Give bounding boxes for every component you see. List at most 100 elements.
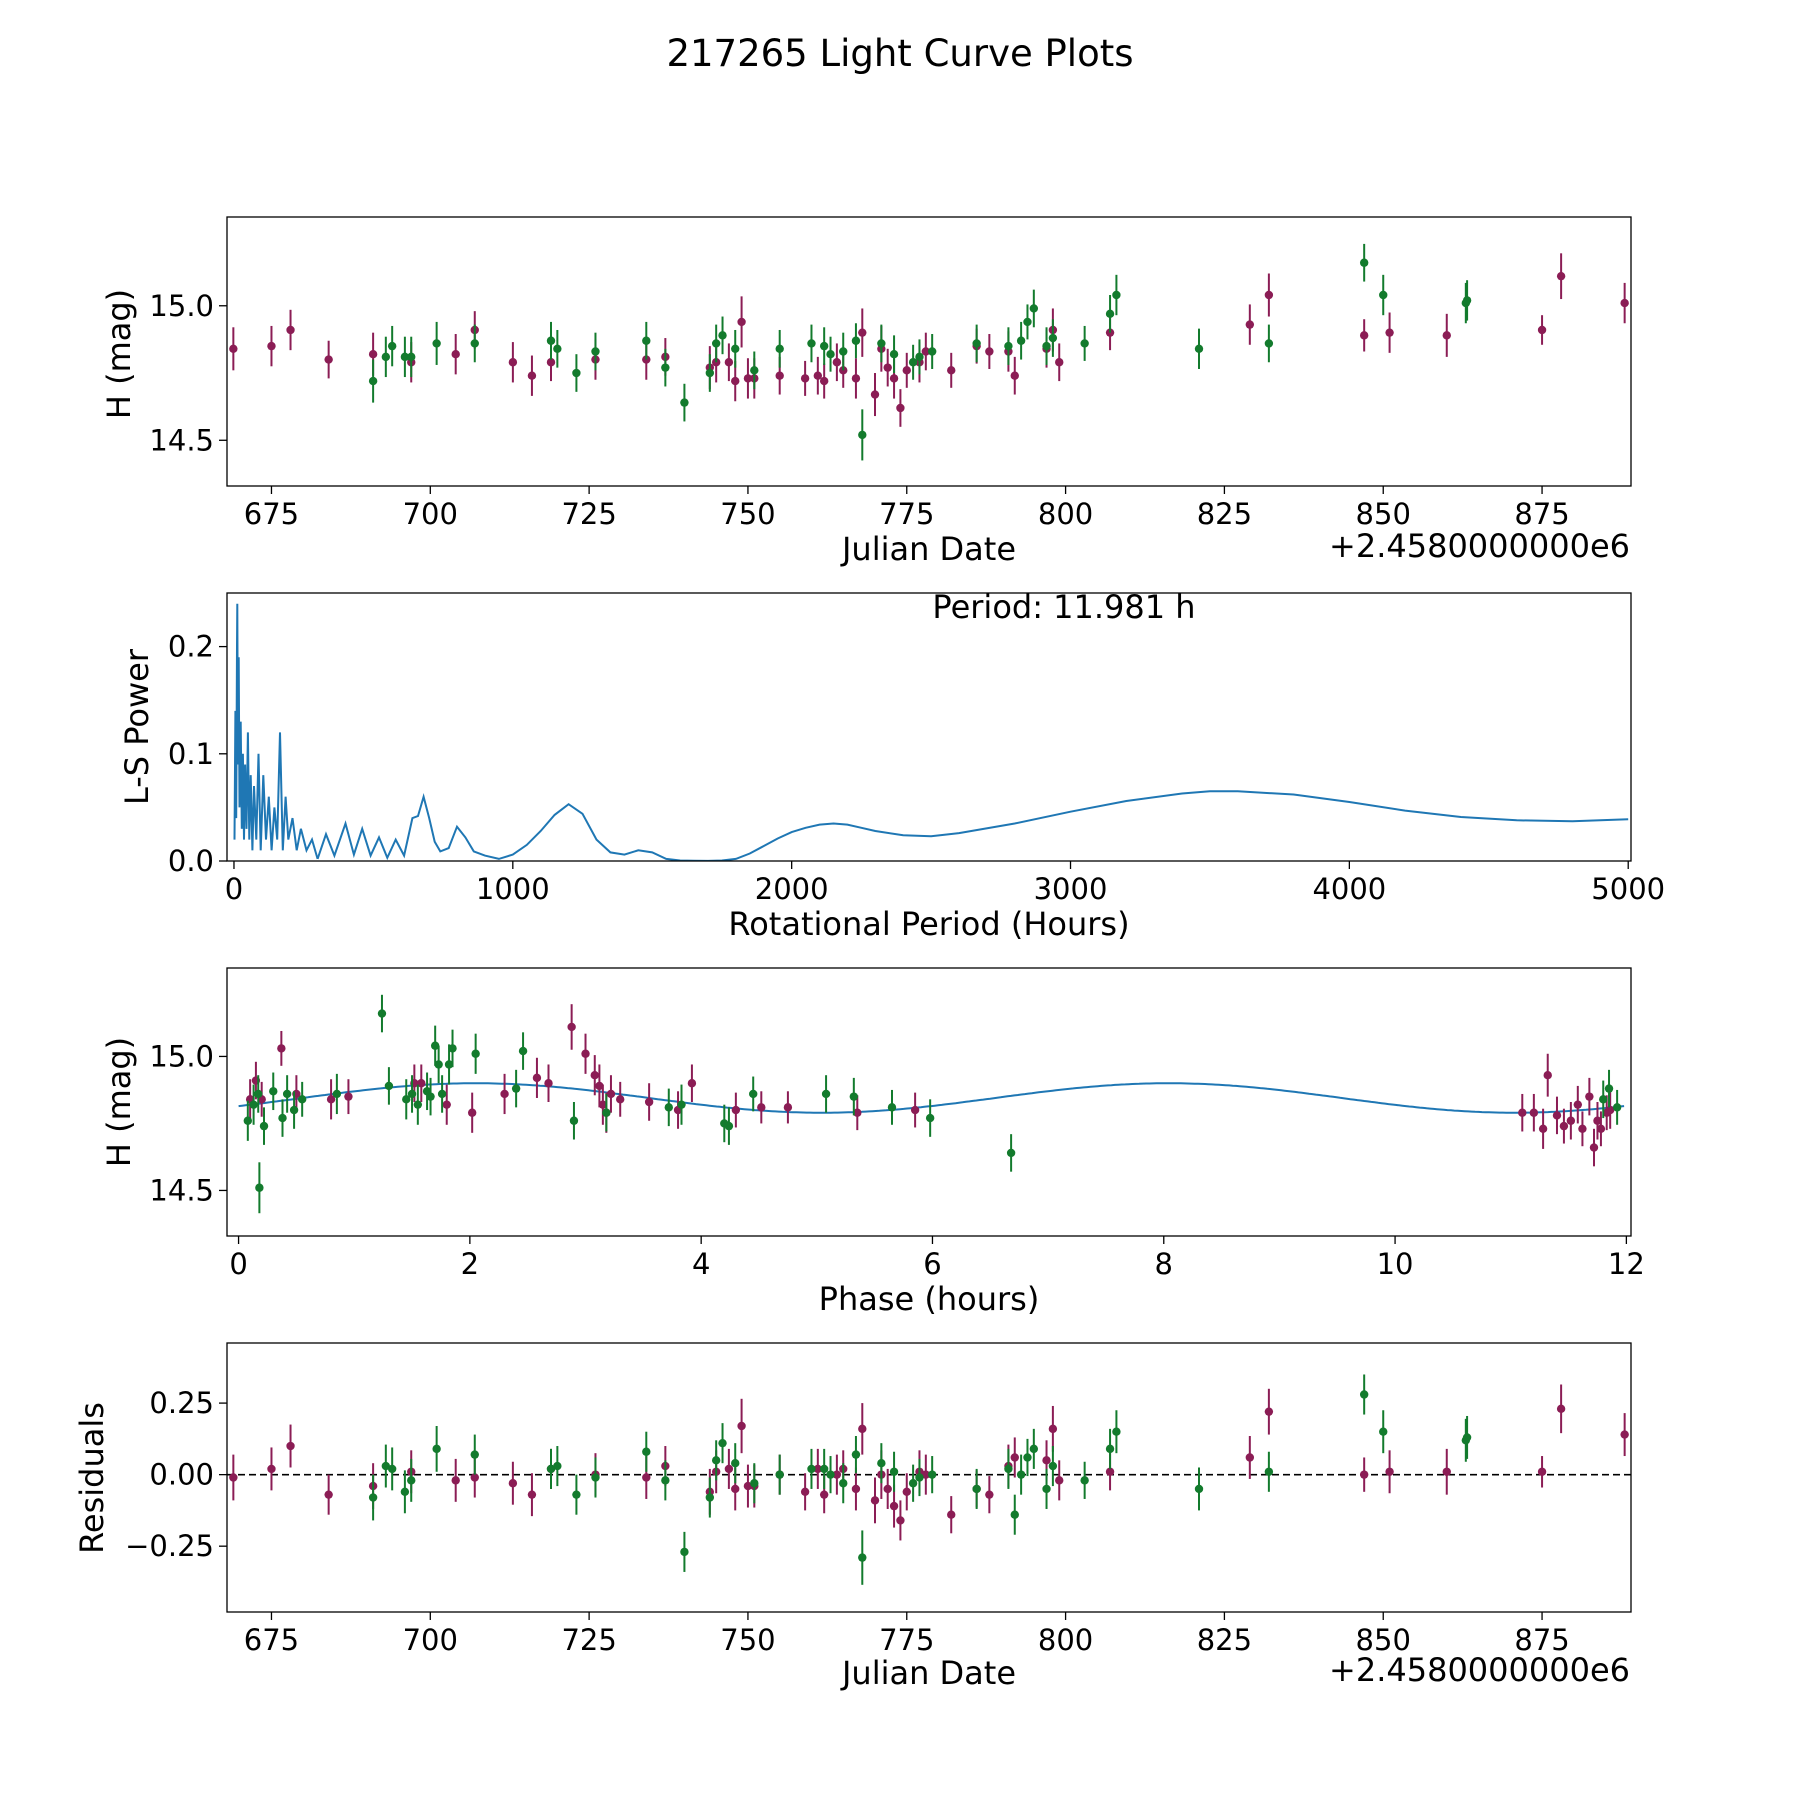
residuals-band_a-point xyxy=(1245,1453,1255,1462)
periodogram-panel: Rotational Period (Hours) L-S Power Peri… xyxy=(118,588,1665,943)
lightcurve-band_a-point xyxy=(870,390,880,399)
residuals-band_a-point xyxy=(724,1464,734,1474)
residuals-frame xyxy=(226,1342,1632,1613)
phased-band_b-point xyxy=(1006,1148,1016,1158)
lightcurve-band_a-point xyxy=(902,366,911,375)
lightcurve-band_a-point xyxy=(1359,331,1369,340)
periodogram-xtick-label: 2000 xyxy=(755,872,829,906)
periodogram-xlabel: Rotational Period (Hours) xyxy=(728,905,1129,943)
lightcurve-band_b-point xyxy=(1194,344,1204,354)
lightcurve-band_b-point xyxy=(718,331,727,340)
residuals-xtick-label: 875 xyxy=(1514,1623,1569,1657)
phased-band_b-point xyxy=(511,1084,521,1093)
lightcurve-band_b-point xyxy=(1359,258,1369,267)
lightcurve-band_a-point xyxy=(451,349,460,359)
periodogram-ytick-label: 0.0 xyxy=(168,844,214,878)
lightcurve-band_a-point xyxy=(737,317,746,327)
phased-xtick-label: 2 xyxy=(461,1247,479,1281)
phased-band_a-point xyxy=(1518,1108,1527,1117)
phased-band_a-point xyxy=(500,1089,509,1099)
residuals-band_b-point xyxy=(1264,1467,1274,1476)
residuals-band_a-point xyxy=(1010,1453,1019,1462)
residuals-band_b-point xyxy=(546,1464,556,1474)
phased-band_a-point xyxy=(1552,1111,1562,1120)
phased-band_a-point xyxy=(1573,1100,1583,1109)
residuals-band_b-point xyxy=(1023,1453,1032,1462)
lightcurve-band_a-point xyxy=(1537,325,1547,335)
phased-band_a-point xyxy=(644,1097,654,1107)
lightcurve-ylabel: H (mag) xyxy=(100,289,138,419)
residuals-xtick-label: 675 xyxy=(244,1623,299,1657)
phased-band_b-point xyxy=(437,1089,447,1099)
lightcurve-ytick-label: 15.0 xyxy=(149,289,214,323)
lightcurve-band_b-point xyxy=(711,339,721,348)
residuals-band_a-point xyxy=(1385,1467,1394,1476)
phased-band_a-point xyxy=(1605,1105,1615,1115)
phased-band_b-point xyxy=(444,1060,454,1069)
lightcurve-band_b-point xyxy=(591,347,600,356)
phased-band_a-point xyxy=(326,1095,336,1104)
periodogram-frame xyxy=(226,592,1632,862)
residuals-band_b-point xyxy=(1105,1444,1115,1454)
lightcurve-band_b-point xyxy=(858,430,867,440)
residuals-band_a-point xyxy=(858,1424,867,1434)
lightcurve-band_a-point xyxy=(724,358,734,367)
phased-band_b-point xyxy=(249,1100,258,1109)
residuals-band_b-point xyxy=(750,1479,759,1488)
phased-band_a-point xyxy=(544,1079,553,1088)
residuals-band_b-point xyxy=(711,1456,721,1465)
lightcurve-band_a-point xyxy=(1556,271,1566,281)
lightcurve-xlabel: Julian Date xyxy=(840,530,1016,568)
phased-band_a-point xyxy=(1596,1124,1606,1134)
phased-band_a-point xyxy=(687,1079,697,1088)
phased-band_b-point xyxy=(602,1108,611,1117)
lightcurve-band_a-point xyxy=(286,325,295,335)
residuals-band_a-point xyxy=(1556,1404,1566,1414)
phased-band_b-point xyxy=(269,1087,278,1096)
lightcurve-band_b-point xyxy=(1379,290,1388,300)
residuals-band_a-point xyxy=(1537,1467,1547,1476)
lightcurve-band_b-point xyxy=(731,344,740,354)
phased-band_a-point xyxy=(1529,1108,1539,1117)
phased-band_a-point xyxy=(567,1022,576,1032)
residuals-band_b-point xyxy=(731,1458,740,1468)
phased-ytick-label: 15.0 xyxy=(149,1039,214,1073)
phased-band_b-point xyxy=(749,1089,758,1099)
periodogram-ylabel: L-S Power xyxy=(118,648,156,805)
lightcurve-band_b-point xyxy=(839,347,848,356)
phased-band_a-point xyxy=(1566,1116,1576,1125)
residuals-band_b-point xyxy=(1112,1427,1121,1436)
residuals-band_b-point xyxy=(661,1476,670,1485)
lightcurve-band_b-point xyxy=(661,363,670,372)
residuals-band_b-point xyxy=(972,1484,981,1494)
residuals-xtick-label: 825 xyxy=(1197,1623,1252,1657)
residuals-band_a-point xyxy=(642,1473,651,1482)
lightcurve-band_a-point xyxy=(267,341,276,351)
lightcurve-band_b-point xyxy=(400,352,410,362)
lightcurve-xtick-label: 775 xyxy=(879,497,934,531)
phased-band_a-point xyxy=(344,1092,353,1101)
phased-band_a-point xyxy=(1585,1092,1594,1101)
periodogram-xtick-label: 1000 xyxy=(476,872,550,906)
lightcurve-xtick-label: 750 xyxy=(720,497,775,531)
lightcurve-x-offset: +2.4580000000e6 xyxy=(1329,527,1630,565)
lightcurve-band_b-point xyxy=(642,336,651,345)
lightcurve-band_a-point xyxy=(368,349,378,359)
phased-band_a-point xyxy=(595,1081,604,1091)
lightcurve-xtick-label: 850 xyxy=(1356,497,1411,531)
phased-band_b-point xyxy=(384,1081,394,1091)
phased-band_b-point xyxy=(471,1049,480,1058)
residuals-band_a-point xyxy=(286,1441,295,1451)
residuals-band_a-point xyxy=(508,1479,518,1488)
phased-band_a-point xyxy=(417,1079,426,1088)
period-annotation: Period: 11.981 h xyxy=(932,588,1195,626)
residuals-band_b-point xyxy=(407,1476,416,1485)
lightcurve-panel: Julian Date H (mag) +2.4580000000e6 675 7… xyxy=(100,216,1632,568)
lightcurve-band_a-point xyxy=(731,376,740,386)
phased-xtick-label: 10 xyxy=(1377,1247,1414,1281)
residuals-ytick-label: 0.00 xyxy=(149,1458,214,1492)
residuals-panel: Julian Date Residuals +2.4580000000e6 67… xyxy=(73,1342,1632,1692)
lightcurve-band_b-point xyxy=(775,344,784,354)
phased-band_b-point xyxy=(1604,1084,1614,1093)
residuals-band_a-point xyxy=(1442,1467,1451,1476)
